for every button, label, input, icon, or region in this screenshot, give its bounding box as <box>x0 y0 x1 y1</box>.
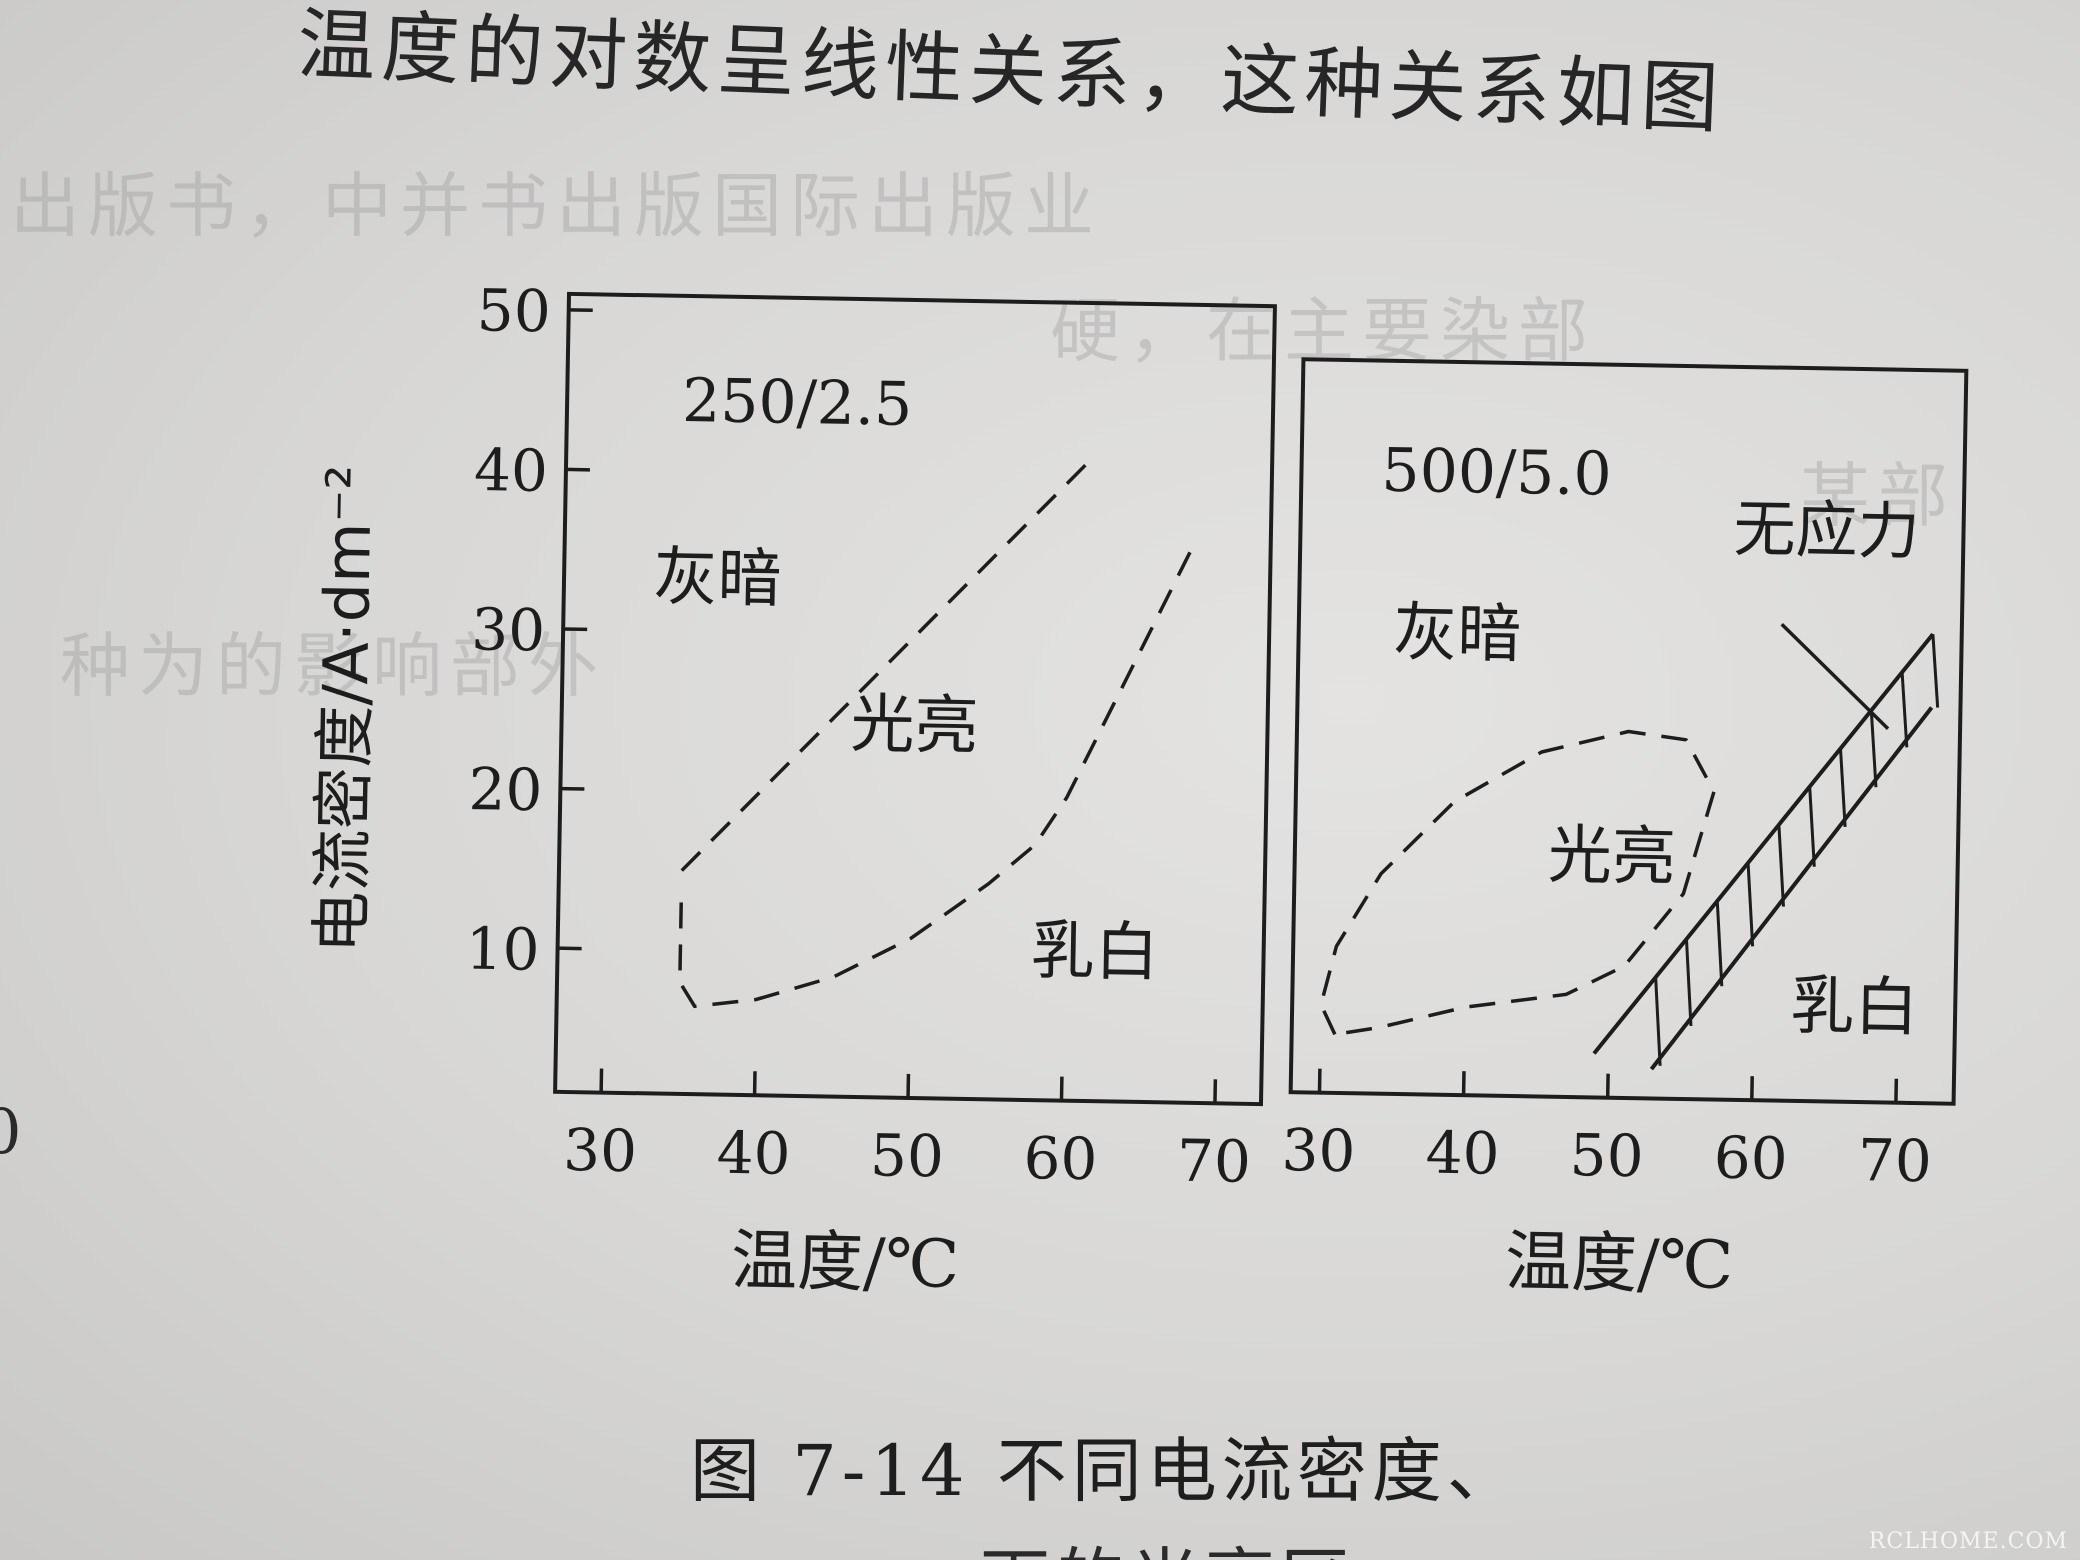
stress-free-band-hatch <box>1808 786 1816 867</box>
region-label: 光亮 <box>850 688 979 764</box>
region-label: 乳白 <box>1030 914 1159 990</box>
boundary-lower-dashed <box>678 543 1196 1009</box>
region-label: 光亮 <box>1547 819 1676 895</box>
x-tick-label: 70 <box>1176 1127 1251 1196</box>
x-tick-label: 40 <box>1425 1119 1500 1188</box>
show-through-text: 种为的影响部外 <box>60 625 606 707</box>
y-tick-label: 30 <box>471 595 546 664</box>
stress-free-band-hatch <box>1869 710 1878 788</box>
x-tick-label: 50 <box>1569 1121 1644 1190</box>
x-tick-label: 70 <box>1857 1126 1932 1195</box>
x-tick-label: 60 <box>1023 1124 1098 1193</box>
figure-caption-continued: 下的光亮区 <box>980 1525 1355 1560</box>
x-axis-label: 温度/℃ <box>730 1222 959 1303</box>
plot-frame <box>1288 357 1969 1106</box>
stress-free-leader-line <box>1780 622 1890 730</box>
y-axis-label: 电流密度/A·dm⁻² <box>304 464 386 954</box>
show-through-text: 某部 <box>1800 455 1956 537</box>
x-tick-label: 30 <box>1281 1116 1356 1185</box>
stress-free-band-hatch <box>1931 634 1940 708</box>
watermark: RCLHOME.COM <box>1868 1529 2068 1554</box>
region-label: 乳白 <box>1790 970 1919 1046</box>
y-tick-label: 40 <box>474 436 549 505</box>
x-tick-label: 50 <box>870 1121 945 1190</box>
stress-free-label: 无应力 <box>1733 492 1920 568</box>
stress-free-band-hatch <box>1777 824 1785 907</box>
x-tick-label: 30 <box>563 1116 638 1185</box>
boundary-upper-dashed <box>680 461 1090 872</box>
margin-page-digit: 0 <box>0 1095 22 1168</box>
stress-free-band-hatch <box>1839 748 1847 828</box>
y-tick-label: 10 <box>465 915 540 984</box>
stress-free-band-hatch <box>1715 900 1724 987</box>
stress-free-band-hatch <box>1900 672 1909 748</box>
panel-title: 250/2.5 <box>682 366 913 440</box>
figure-caption: 图 7-14 不同电流密度、 <box>690 1430 1522 1512</box>
stress-free-band-lower-line <box>1649 706 1934 1071</box>
stress-free-band-hatch <box>1684 939 1693 1027</box>
panel-title: 500/5.0 <box>1381 436 1612 510</box>
region-label: 灰暗 <box>653 541 782 617</box>
x-axis-label: 温度/℃ <box>1505 1223 1734 1304</box>
stress-free-band-hatch <box>1746 862 1755 947</box>
y-tick-label: 50 <box>476 276 551 345</box>
chart-panel-1: 30 40 50 60 70 10 20 30 40 50 温度/℃ 电流密度/A·dm⁻² 250/2… <box>304 276 1277 1303</box>
stress-free-band-hatch <box>1654 977 1662 1066</box>
show-through-text: 出版书，中并书出版国际出版业 <box>10 165 1102 247</box>
x-tick-label: 40 <box>716 1119 791 1188</box>
stress-free-band-upper-line <box>1592 632 1935 1055</box>
bright-zone-dashed-boundary <box>1319 729 1716 1037</box>
y-tick-label: 20 <box>468 755 543 824</box>
region-label: 灰暗 <box>1393 596 1522 672</box>
x-tick-label: 60 <box>1713 1124 1788 1193</box>
